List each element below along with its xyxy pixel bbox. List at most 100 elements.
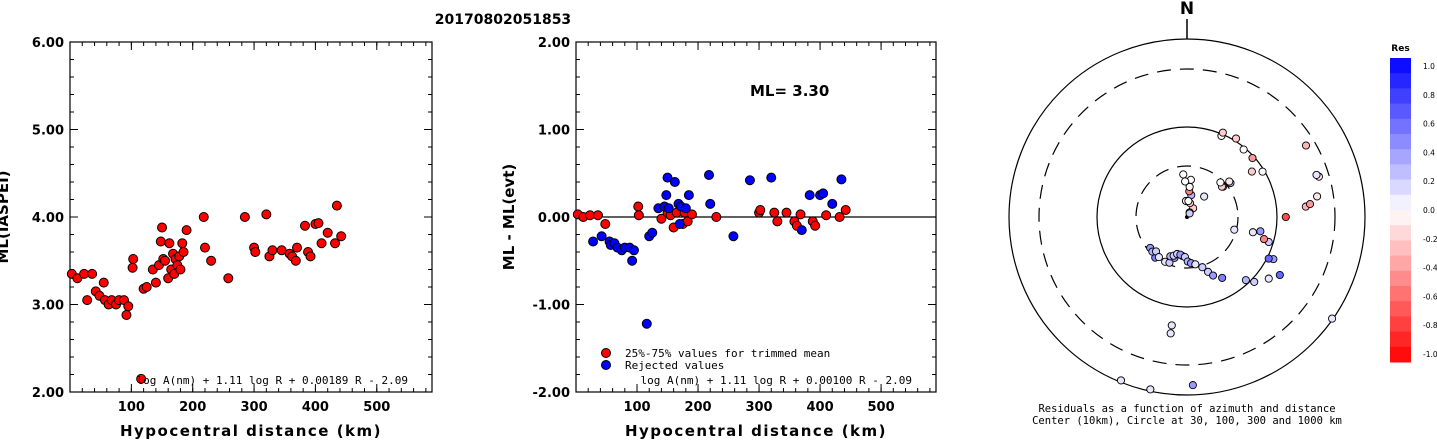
station-marker <box>1301 141 1311 150</box>
colorbar-tick-label: 0.2 <box>1423 177 1435 186</box>
rejected-point <box>796 225 807 236</box>
station-marker <box>1188 381 1197 390</box>
colorbar-tick-label: 0.4 <box>1423 148 1435 157</box>
rejected-point <box>661 190 672 201</box>
trimmed-mean-point <box>781 207 792 218</box>
left-data-point <box>331 200 342 211</box>
ring-100km <box>1096 126 1278 308</box>
left-data-point <box>157 222 168 233</box>
rejected-point <box>669 177 680 187</box>
station-marker <box>1116 376 1126 385</box>
left-data-point <box>330 238 341 249</box>
colorbar-cell <box>1390 149 1411 165</box>
mid-x-axis-label: Hypocentral distance (km) <box>625 422 887 440</box>
colorbar-cell <box>1390 270 1411 287</box>
colorbar-cell <box>1390 179 1411 196</box>
left-y-tick-label: 3.00 <box>32 299 64 314</box>
colorbar-cell <box>1390 286 1411 302</box>
rejected-point <box>627 255 638 266</box>
trimmed-mean-point <box>711 212 722 222</box>
station-marker <box>1231 134 1241 143</box>
colorbar-cell <box>1390 88 1411 105</box>
rejected-point <box>647 227 658 238</box>
station-marker <box>1239 145 1248 154</box>
colorbar-tick-label: -0.8 <box>1423 321 1437 330</box>
colorbar-tick-label: -0.2 <box>1423 235 1437 244</box>
left-data-point <box>82 295 93 306</box>
left-scatter-panel: 2.00 3.00 4.00 5.00 6.00 100 200 300 400 500 Hypoc… <box>0 36 433 440</box>
legend-marker-trimmed <box>601 348 611 358</box>
colorbar-cell <box>1390 194 1411 211</box>
station-marker <box>1200 192 1209 201</box>
station-marker <box>1250 277 1259 286</box>
left-x-tick-label: 400 <box>302 400 329 415</box>
mid-y-tick-label: 0.00 <box>538 211 570 226</box>
mid-x-tick-label: 500 <box>868 400 895 415</box>
mid-y-tick-label: 2.00 <box>538 36 570 51</box>
mid-y-axis-label: ML - ML(evt) <box>500 164 518 270</box>
colorbar-cell <box>1390 164 1411 181</box>
station-marker <box>1146 385 1155 394</box>
left-data-point <box>160 255 171 266</box>
trimmed-mean-point <box>772 216 783 227</box>
trimmed-mean-point <box>600 219 611 229</box>
trimmed-mean-point <box>810 220 821 231</box>
rejected-point <box>804 190 815 201</box>
ml-annotation: ML= 3.30 <box>750 82 829 100</box>
left-data-point <box>127 262 138 273</box>
left-data-point <box>128 254 139 264</box>
station-marker <box>1185 209 1194 218</box>
station-marker <box>1305 200 1315 209</box>
mid-x-tick-label: 400 <box>806 400 833 415</box>
left-data-point <box>123 301 134 312</box>
left-data-point <box>87 268 98 279</box>
station-marker <box>1313 192 1322 201</box>
rejected-point <box>683 190 694 201</box>
left-data-point <box>98 277 109 288</box>
ring-300km <box>1038 68 1336 366</box>
rejected-point <box>744 175 755 186</box>
colorbar-cell <box>1390 118 1411 135</box>
colorbar-tick-label: -1.0 <box>1423 350 1437 359</box>
left-data-point <box>322 227 333 238</box>
rejected-point <box>674 219 685 229</box>
left-data-point <box>299 220 310 231</box>
north-label: N <box>1180 0 1194 19</box>
station-marker <box>1191 260 1200 269</box>
rejected-point <box>705 198 716 209</box>
station-marker <box>1256 227 1265 236</box>
mid-formula-label: log A(nm) + 1.11 log R + 0.00100 R - 2.0… <box>640 374 912 387</box>
left-data-point <box>239 212 250 222</box>
left-y-tick-label: 6.00 <box>32 36 64 51</box>
left-data-point <box>164 238 175 249</box>
colorbar-tick-label: 0.8 <box>1423 91 1435 100</box>
left-x-tick-label: 300 <box>240 400 267 415</box>
station-marker <box>1167 321 1176 330</box>
rejected-point <box>766 172 777 183</box>
station-marker <box>1198 263 1207 272</box>
colorbar-cell <box>1390 316 1411 333</box>
left-x-tick-label: 100 <box>118 400 145 415</box>
rejected-point <box>818 188 829 199</box>
left-data-point <box>150 277 161 288</box>
station-marker <box>1264 274 1273 283</box>
left-data-point <box>136 373 147 384</box>
rejected-point <box>680 203 691 214</box>
colorbar-cell <box>1390 134 1411 150</box>
left-data-point <box>290 255 301 266</box>
station-marker <box>1258 167 1267 176</box>
station-marker <box>1216 178 1225 187</box>
left-y-tick-label: 2.00 <box>32 386 64 401</box>
trimmed-mean-point <box>656 213 667 224</box>
station-marker <box>1264 254 1273 263</box>
station-marker <box>1248 153 1257 163</box>
station-marker <box>1218 128 1227 137</box>
colorbar-tick-label: 0.0 <box>1423 206 1435 215</box>
station-marker <box>1230 225 1239 234</box>
rejected-point <box>663 203 674 214</box>
rejected-point <box>836 174 847 185</box>
legend-marker-rejected <box>601 360 611 370</box>
colorbar-cell <box>1390 58 1411 74</box>
mid-x-tick-label: 300 <box>745 400 772 415</box>
